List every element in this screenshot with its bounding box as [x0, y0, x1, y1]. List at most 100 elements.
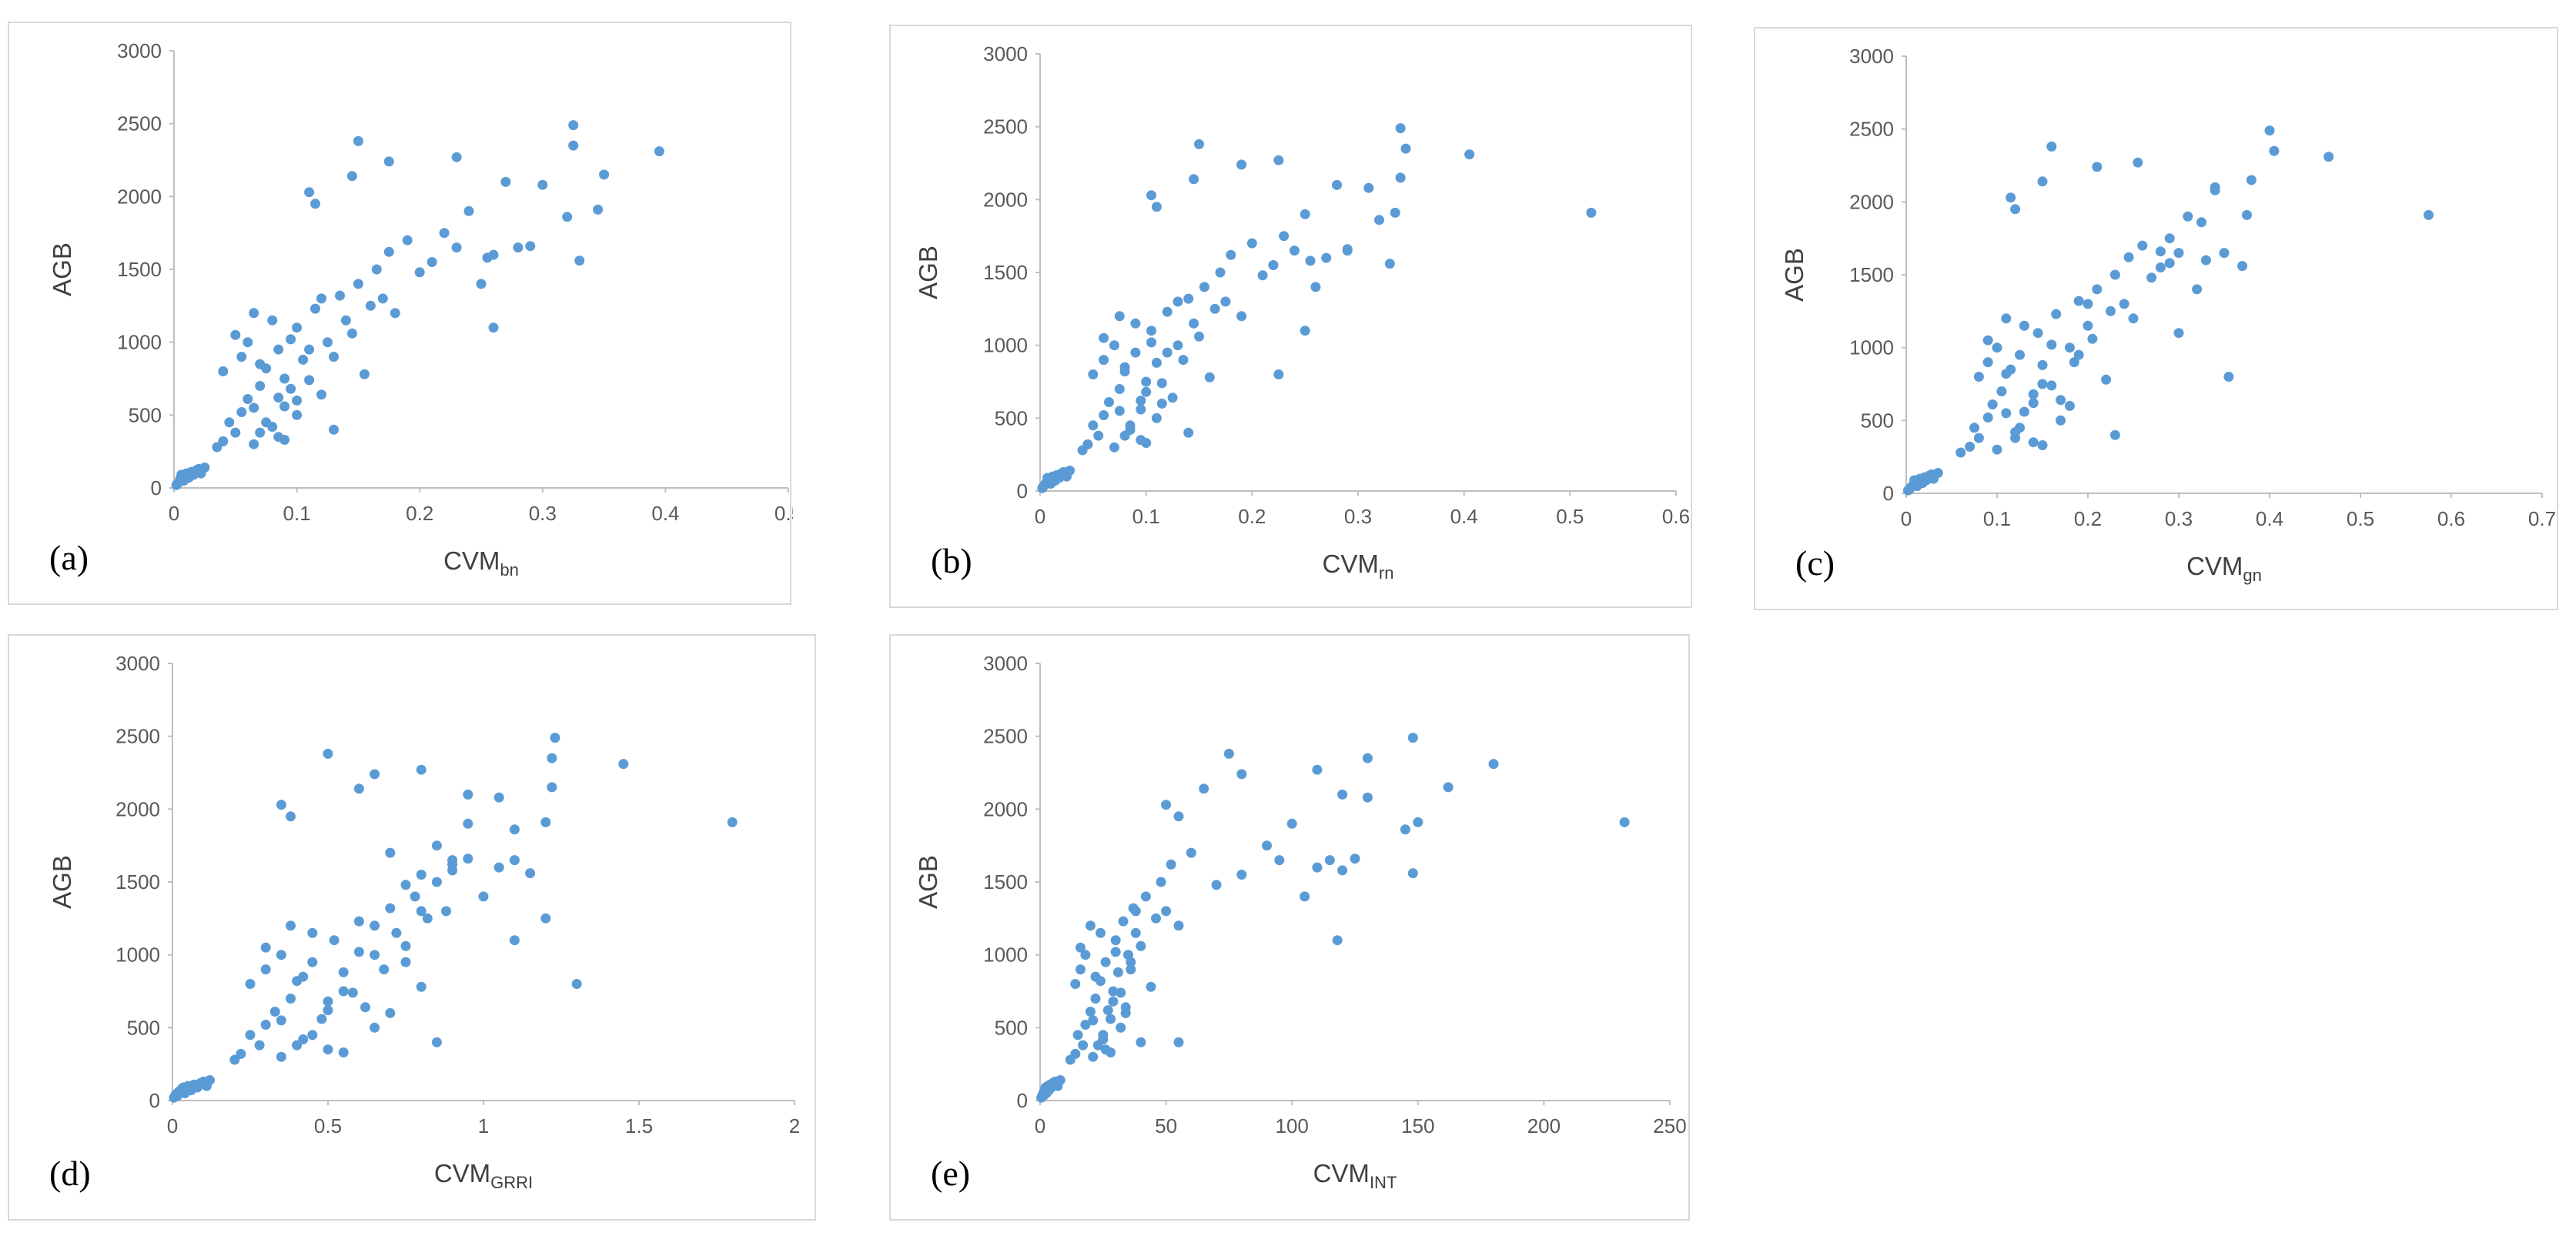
data-point — [416, 981, 427, 992]
data-point — [1305, 256, 1316, 266]
data-point — [1070, 979, 1081, 989]
data-point — [547, 782, 557, 793]
data-point — [1215, 267, 1226, 278]
data-point — [379, 964, 390, 975]
data-point — [365, 300, 376, 311]
data-point — [568, 140, 579, 151]
data-point — [230, 329, 241, 340]
data-point — [2164, 258, 2175, 269]
data-point — [416, 906, 427, 917]
data-point — [2210, 185, 2220, 195]
data-point — [276, 1051, 286, 1062]
data-point — [267, 315, 278, 326]
data-point — [243, 394, 253, 404]
data-point — [1400, 824, 1410, 835]
panel-label: (d) — [49, 1154, 91, 1193]
data-point — [316, 1014, 327, 1024]
data-point — [1199, 783, 1209, 794]
y-tick-label: 1500 — [1849, 263, 1894, 286]
data-point — [1236, 311, 1247, 322]
data-point — [1374, 215, 1384, 225]
data-point — [2015, 349, 2025, 360]
data-point — [316, 293, 326, 304]
data-point — [255, 359, 266, 369]
y-tick-label: 0 — [149, 1089, 160, 1112]
data-point — [1040, 1082, 1051, 1093]
data-point — [338, 986, 349, 997]
y-tick-label: 2000 — [983, 797, 1028, 820]
data-point — [218, 436, 229, 446]
data-point — [1100, 957, 1111, 967]
data-point — [1140, 891, 1151, 902]
data-point — [2092, 162, 2103, 172]
x-tick-label: 0.7 — [2528, 507, 2556, 530]
y-tick-label: 3000 — [115, 652, 160, 675]
data-point — [353, 916, 364, 927]
data-point — [463, 205, 474, 216]
y-tick-label: 2500 — [983, 115, 1028, 139]
data-point — [1055, 1075, 1066, 1085]
data-point — [236, 407, 247, 417]
data-point — [1300, 326, 1310, 336]
data-point — [1114, 406, 1125, 416]
data-point — [1075, 942, 1086, 953]
data-point — [1407, 733, 1418, 743]
data-point — [323, 748, 333, 759]
data-point — [340, 315, 351, 326]
data-point — [1395, 172, 1406, 183]
data-point — [2083, 320, 2093, 331]
data-point — [1141, 438, 1152, 448]
x-tick-label: 200 — [1527, 1114, 1561, 1137]
chart-panel-c: 0 500 1000 1500 2000 2500 3000 0 0.1 0.2 0.3 0.4 0.5… — [1754, 27, 2558, 610]
data-point — [2183, 211, 2193, 222]
y-axis-title: AGB — [48, 855, 76, 909]
data-point — [1151, 413, 1162, 423]
data-point — [1110, 935, 1121, 946]
data-point — [1130, 347, 1141, 358]
x-axis-title: CVMINT — [1313, 1159, 1397, 1192]
y-tick-label: 1500 — [983, 261, 1028, 284]
y-tick-label: 1500 — [117, 258, 162, 281]
data-point — [1324, 855, 1335, 866]
data-point — [371, 264, 382, 275]
panel-label: (e) — [931, 1154, 970, 1193]
x-tick-label: 0.2 — [1238, 505, 1266, 528]
data-point — [218, 366, 229, 376]
data-point — [353, 279, 363, 289]
data-point — [1909, 475, 1920, 486]
data-point — [1118, 916, 1129, 927]
data-point — [304, 187, 315, 198]
data-point — [1300, 209, 1310, 219]
data-point — [2237, 261, 2248, 272]
data-point — [1173, 811, 1184, 822]
data-point — [338, 1047, 349, 1057]
data-point — [329, 424, 339, 435]
data-point — [329, 352, 339, 362]
y-tick-label: 0 — [151, 476, 162, 499]
chart-b: 0 500 1000 1500 2000 2500 3000 0 0.1 0.2 0.3 0.4 0.5… — [914, 42, 1690, 583]
data-point — [273, 393, 284, 403]
data-point — [260, 964, 271, 975]
data-point — [568, 120, 579, 131]
data-point — [276, 800, 286, 810]
x-tick-label: 100 — [1276, 1114, 1309, 1137]
data-point — [255, 381, 266, 391]
data-point — [292, 409, 303, 420]
data-point — [2269, 145, 2280, 156]
x-axis-title-main: CVM — [443, 546, 500, 575]
data-point — [224, 417, 235, 428]
y-tick-label: 2500 — [117, 112, 162, 135]
data-point — [1085, 920, 1096, 931]
x-tick-label: 0.4 — [2256, 507, 2283, 530]
data-point — [1146, 337, 1156, 348]
data-point — [1905, 483, 1915, 494]
y-axis-title: AGB — [48, 242, 76, 296]
x-tick-label: 0 — [1035, 505, 1045, 528]
data-point — [2001, 313, 2012, 324]
data-point — [618, 759, 629, 770]
data-point — [292, 395, 303, 406]
data-point — [236, 1048, 246, 1059]
data-point — [1969, 423, 1979, 433]
x-tick-label: 0.4 — [1450, 505, 1478, 528]
x-axis-title: CVMrn — [1323, 550, 1394, 583]
